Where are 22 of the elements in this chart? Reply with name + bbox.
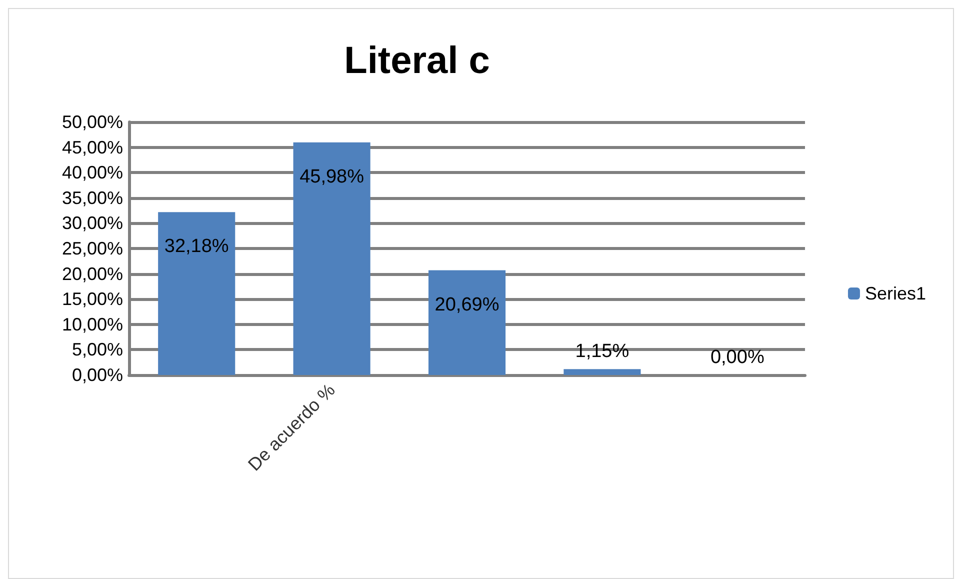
y-tick-label: 5,00%: [72, 340, 123, 360]
data-label: 32,18%: [164, 236, 229, 258]
data-label: 20,69%: [434, 294, 500, 316]
y-tick-label: 45,00%: [62, 137, 123, 158]
data-label: 1,15%: [575, 341, 630, 362]
y-tick-label: 25,00%: [62, 238, 123, 258]
chart-title: Literal c: [344, 40, 490, 82]
y-tick-label: 20,00%: [62, 264, 123, 284]
y-tick-label: 30,00%: [62, 213, 123, 234]
data-label: 45,98%: [300, 166, 364, 188]
y-tick-label: 10,00%: [62, 314, 123, 334]
bar: [293, 142, 370, 375]
legend-label: Series1: [864, 284, 926, 304]
data-label: 0,00%: [710, 347, 764, 368]
y-tick-label: 50,00%: [62, 112, 123, 132]
y-tick-label: 40,00%: [62, 162, 123, 183]
y-tick-label: 15,00%: [62, 289, 123, 310]
y-tick-label: 0,00%: [72, 365, 123, 385]
bar: [564, 369, 641, 375]
bar: [428, 270, 506, 375]
y-tick-label: 35,00%: [62, 188, 123, 208]
bar: [158, 212, 236, 375]
